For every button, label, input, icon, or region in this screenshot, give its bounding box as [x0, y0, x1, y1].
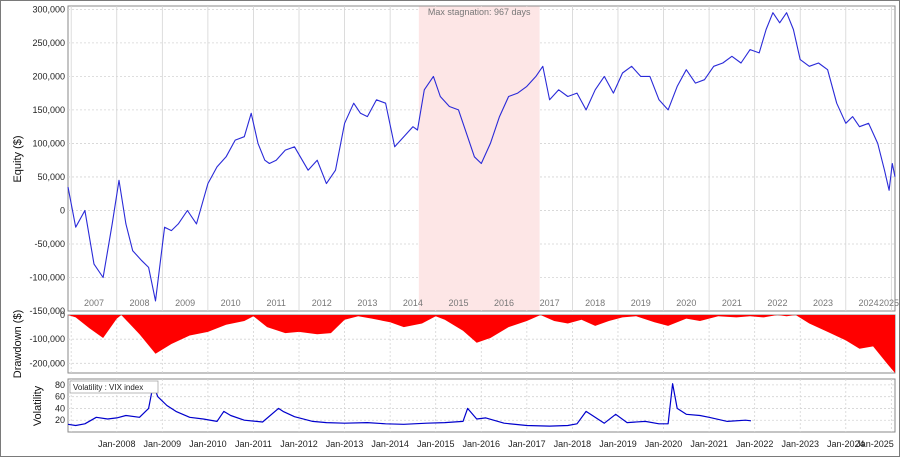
x-tick-label: Jan-2010	[189, 439, 227, 449]
year-label: 2008	[130, 298, 150, 308]
vix-y-tick-label: 40	[55, 403, 65, 413]
year-label: 2024	[859, 298, 879, 308]
x-tick-label: Jan-2012	[280, 439, 318, 449]
equity-y-tick-label: 250,000	[32, 38, 65, 48]
x-tick-label: Jan-2020	[645, 439, 683, 449]
x-tick-label: Jan-2022	[736, 439, 774, 449]
x-tick-label: Jan-2015	[417, 439, 455, 449]
x-tick-label: Jan-2021	[690, 439, 728, 449]
equity-y-tick-labels: 300,000 250,000 200,000 150,000 100,000 50,00…	[29, 4, 65, 316]
x-tick-label: Jan-2025	[856, 439, 894, 449]
year-label: 2011	[267, 298, 286, 308]
drawdown-y-tick-label: -100,000	[29, 334, 65, 344]
year-label: 2023	[813, 298, 833, 308]
year-label: 2022	[767, 298, 787, 308]
year-label: 2020	[676, 298, 696, 308]
year-label: 2019	[631, 298, 651, 308]
x-tick-label: Jan-2018	[554, 439, 592, 449]
equity-y-tick-label: 150,000	[32, 105, 65, 115]
x-tick-label: Jan-2014	[371, 439, 409, 449]
equity-y-tick-label: 50,000	[37, 172, 65, 182]
year-label: 2013	[357, 298, 377, 308]
x-tick-label: Jan-2008	[98, 439, 136, 449]
vix-legend-text: Volatility : VIX index	[73, 383, 143, 392]
year-label: 2017	[540, 298, 560, 308]
x-tick-label: Jan-2017	[508, 439, 546, 449]
equity-y-tick-label: 300,000	[32, 4, 65, 14]
year-label: 2014	[403, 298, 423, 308]
x-tick-label: Jan-2009	[144, 439, 182, 449]
x-tick-label: Jan-2013	[326, 439, 364, 449]
year-label: 2012	[312, 298, 332, 308]
year-label: 2021	[722, 298, 742, 308]
year-label: 2010	[221, 298, 241, 308]
year-label: 2016	[494, 298, 514, 308]
max-stagnation-label: Max stagnation: 967 days	[428, 7, 531, 17]
x-tick-label: Jan-2016	[463, 439, 501, 449]
x-tick-label: Jan-2023	[781, 439, 819, 449]
vix-y-tick-label: 60	[55, 392, 65, 402]
year-label: 2025	[879, 298, 899, 308]
year-label: 2009	[175, 298, 195, 308]
equity-y-tick-label: -100,000	[29, 272, 65, 282]
year-label: 2018	[585, 298, 605, 308]
year-label: 2007	[84, 298, 104, 308]
vix-y-tick-label: 80	[55, 380, 65, 390]
equity-y-tick-label: 100,000	[32, 138, 65, 148]
vix-y-tick-label: 20	[55, 415, 65, 425]
drawdown-axis-title: Drawdown ($)	[12, 310, 24, 378]
equity-y-tick-label: 200,000	[32, 71, 65, 81]
equity-y-tick-label: 0	[60, 205, 65, 215]
volatility-axis-title: Volatility	[32, 385, 44, 426]
drawdown-y-tick-labels: 0 -100,000 -200,000	[29, 310, 65, 368]
equity-axis-title: Equity ($)	[12, 135, 24, 182]
drawdown-y-tick-label: -200,000	[29, 358, 65, 368]
x-tick-label: Jan-2011	[235, 439, 272, 449]
x-axis-tick-labels: Jan-2008 Jan-2009 Jan-2010 Jan-2011 Jan-2012…	[98, 439, 894, 449]
drawdown-y-tick-label: 0	[60, 310, 65, 320]
equity-y-tick-label: -50,000	[34, 239, 65, 249]
max-stagnation-band	[419, 7, 540, 311]
year-label: 2015	[448, 298, 468, 308]
x-tick-label: Jan-2019	[599, 439, 637, 449]
